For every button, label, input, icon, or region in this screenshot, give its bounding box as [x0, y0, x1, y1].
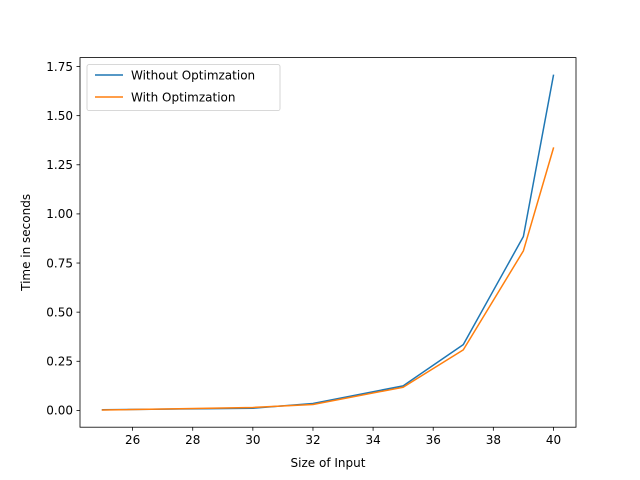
- plot-frame: [79, 57, 577, 428]
- y-axis-label: Time in seconds: [19, 194, 33, 292]
- x-axis-label: Size of Input: [291, 456, 366, 470]
- x-tick-label-34: 34: [365, 433, 380, 447]
- x-tick-label-32: 32: [305, 433, 320, 447]
- x-tick-label-40: 40: [546, 433, 561, 447]
- series-line-without-optimzation: [101, 74, 555, 411]
- legend-label-without-optimzation: Without Optimzation: [131, 69, 255, 83]
- y-tick-label-0.75: 0.75: [46, 256, 73, 270]
- plot-background: [80, 57, 576, 428]
- y-tick-label-0.00: 0.00: [46, 404, 73, 418]
- x-tick-label-28: 28: [185, 433, 200, 447]
- x-tick-label-30: 30: [245, 433, 260, 447]
- series-line-with-optimzation: [101, 147, 555, 411]
- legend: Without Optimzation With Optimzation: [86, 64, 281, 111]
- x-axis-ticks: 26 28 30 32 34 36 38 40: [125, 427, 561, 447]
- y-tick-label-1.25: 1.25: [46, 158, 73, 172]
- y-tick-label-0.50: 0.50: [46, 305, 73, 319]
- y-tick-label-1.75: 1.75: [46, 60, 73, 74]
- legend-label-with-optimzation: With Optimzation: [131, 91, 236, 105]
- y-tick-label-1.50: 1.50: [46, 109, 73, 123]
- x-tick-label-26: 26: [125, 433, 140, 447]
- x-tick-label-36: 36: [426, 433, 441, 447]
- y-axis-ticks: 0.00 0.25 0.50 0.75 1.00 1.25 1.50 1.75: [46, 60, 80, 418]
- y-tick-label-0.25: 0.25: [46, 355, 73, 369]
- legend-box: [86, 64, 281, 111]
- series-layer: [101, 74, 555, 411]
- x-tick-label-38: 38: [486, 433, 501, 447]
- y-tick-label-1.00: 1.00: [46, 207, 73, 221]
